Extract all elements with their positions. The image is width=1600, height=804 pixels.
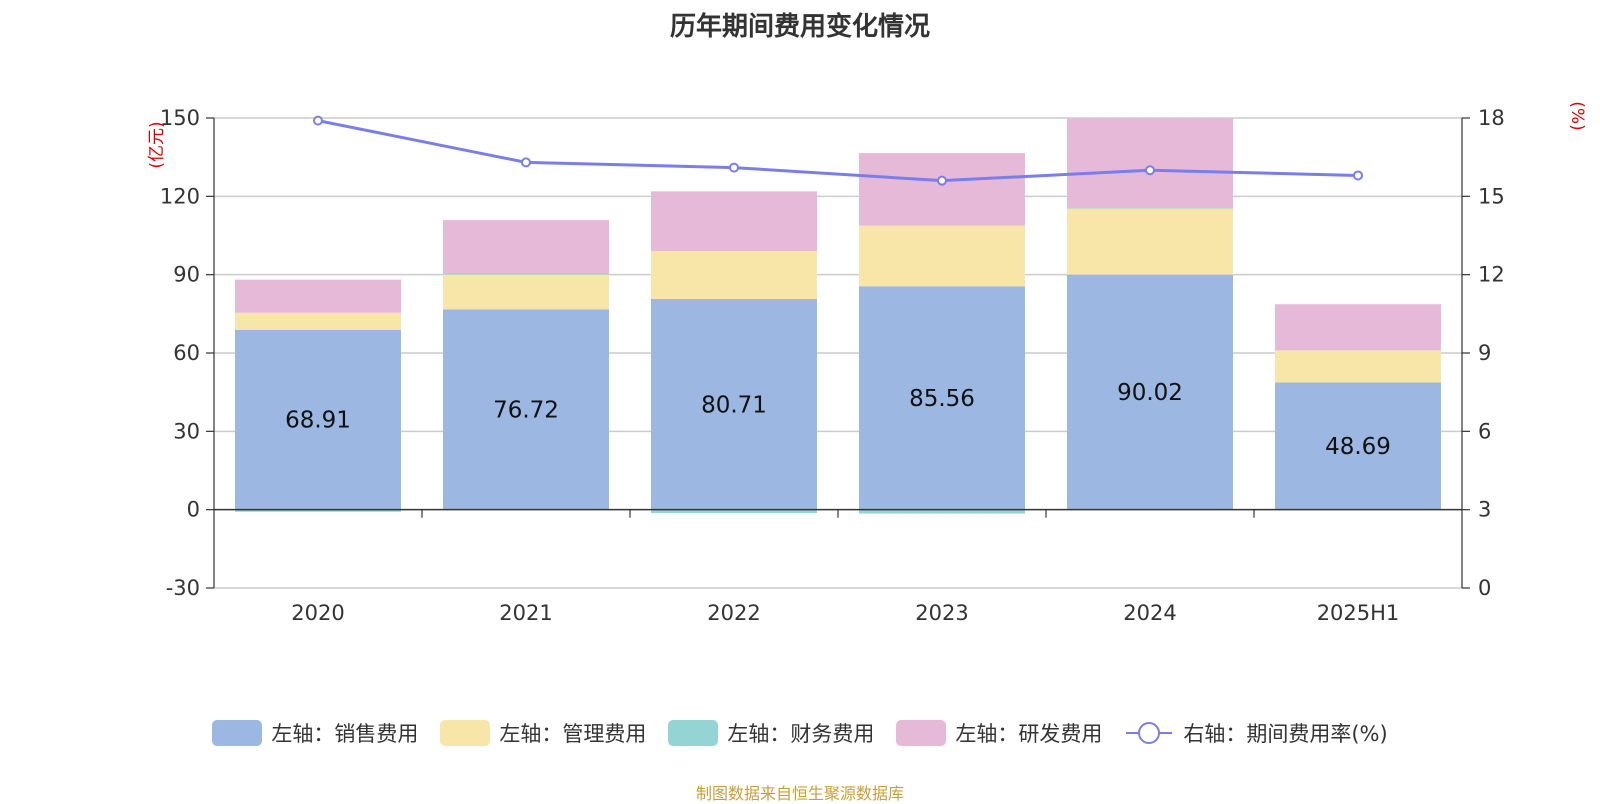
bar-segment-3-2023 (859, 153, 1025, 226)
rate-point-2025H1 (1354, 171, 1362, 179)
bar-segment-1-2024 (1067, 209, 1233, 275)
right-tick-label: 12 (1478, 263, 1505, 287)
bar-segment-3-2022 (651, 191, 817, 251)
legend-swatch-admin (440, 720, 490, 746)
right-axis-unit: (%) (1567, 101, 1587, 130)
legend-label-rd: 左轴：研发费用 (955, 718, 1102, 748)
x-tick-label: 2022 (707, 601, 760, 625)
left-axis-unit: (亿元) (147, 121, 167, 168)
legend-item-rate[interactable]: 右轴：期间费用率(%) (1124, 718, 1387, 748)
data-source-note: 制图数据来自恒生聚源数据库 (0, 780, 1600, 804)
left-tick-label: 0 (187, 498, 200, 522)
legend-item-finance[interactable]: 左轴：财务费用 (668, 718, 874, 748)
rate-point-2022 (730, 164, 738, 172)
left-tick-label: 120 (160, 184, 200, 208)
left-tick-label: 30 (173, 419, 200, 443)
bar-segment-2-2024 (1067, 208, 1233, 209)
legend-label-admin: 左轴：管理费用 (499, 718, 646, 748)
rate-point-2024 (1146, 166, 1154, 174)
x-tick-label: 2023 (915, 601, 968, 625)
x-tick-label: 2025H1 (1317, 601, 1400, 625)
bar-stacks (235, 118, 1441, 514)
right-tick-label: 18 (1478, 106, 1505, 130)
rate-point-2021 (522, 158, 530, 166)
x-tick-label: 2021 (499, 601, 552, 625)
bar-segment-1-2021 (443, 275, 609, 310)
bar-value-label: 48.69 (1325, 434, 1391, 460)
right-tick-label: 3 (1478, 498, 1491, 522)
legend-item-sales[interactable]: 左轴：销售费用 (212, 718, 418, 748)
bar-segment-3-2020 (235, 280, 401, 313)
left-tick-label: -30 (166, 576, 200, 600)
legend-swatch-sales (212, 720, 262, 746)
legend-item-rd[interactable]: 左轴：研发费用 (896, 718, 1102, 748)
right-tick-label: 15 (1478, 184, 1505, 208)
bar-segment-1-2022 (651, 251, 817, 299)
rate-point-2020 (314, 117, 322, 125)
bar-segment-2-2021 (443, 273, 609, 275)
legend-swatch-finance (668, 720, 718, 746)
legend-label-rate: 右轴：期间费用率(%) (1183, 718, 1387, 748)
bar-segment-1-2025H1 (1275, 350, 1441, 382)
bar-value-label: 76.72 (493, 398, 559, 424)
right-tick-label: 0 (1478, 576, 1491, 600)
bar-segment-3-2025H1 (1275, 304, 1441, 350)
bar-segment-3-2024 (1067, 118, 1233, 208)
bar-value-label: 80.71 (701, 392, 767, 418)
bar-value-label: 68.91 (285, 408, 351, 434)
right-tick-label: 9 (1478, 341, 1491, 365)
left-tick-label: 90 (173, 263, 200, 287)
legend-label-finance: 左轴：财务费用 (727, 718, 874, 748)
x-tick-label: 2020 (291, 601, 344, 625)
right-tick-label: 6 (1478, 419, 1491, 443)
legend-line-swatch-icon (1124, 720, 1174, 746)
bar-value-label: 85.56 (909, 386, 975, 412)
legend-item-admin[interactable]: 左轴：管理费用 (440, 718, 646, 748)
legend: 左轴：销售费用 左轴：管理费用 左轴：财务费用 左轴：研发费用 右轴：期间费用率… (0, 718, 1600, 748)
bar-value-label: 90.02 (1117, 380, 1183, 406)
left-tick-label: 60 (173, 341, 200, 365)
bar-segment-1-2023 (859, 226, 1025, 287)
bar-segment-1-2020 (235, 313, 401, 330)
rate-point-2023 (938, 177, 946, 185)
bar-segment-3-2021 (443, 220, 609, 273)
legend-label-sales: 左轴：销售费用 (271, 718, 418, 748)
x-tick-label: 2024 (1123, 601, 1176, 625)
legend-swatch-rd (896, 720, 946, 746)
